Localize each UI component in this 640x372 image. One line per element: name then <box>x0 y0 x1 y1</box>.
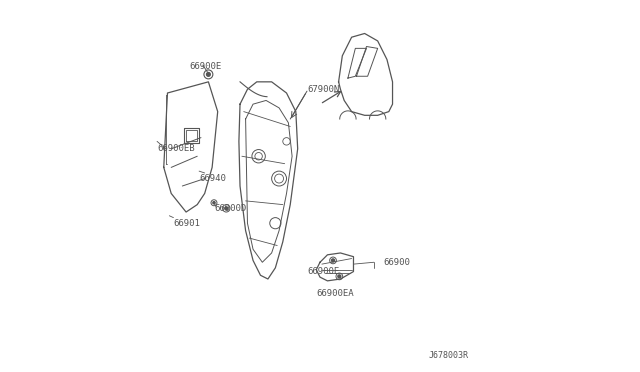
Circle shape <box>332 259 335 262</box>
Text: 66940: 66940 <box>199 174 226 183</box>
Text: J678003R: J678003R <box>429 351 468 360</box>
Text: 66900EA: 66900EA <box>316 289 354 298</box>
Circle shape <box>338 275 341 278</box>
Circle shape <box>225 207 228 210</box>
Circle shape <box>213 202 215 204</box>
Text: 66900EB: 66900EB <box>157 144 195 153</box>
Circle shape <box>207 73 211 76</box>
Text: 66900: 66900 <box>383 258 410 267</box>
Text: 66901: 66901 <box>173 219 200 228</box>
Text: 66900E: 66900E <box>189 62 221 71</box>
Text: 66900D: 66900D <box>214 204 246 213</box>
Text: 66900E: 66900E <box>307 267 339 276</box>
Text: 67900N: 67900N <box>307 85 339 94</box>
